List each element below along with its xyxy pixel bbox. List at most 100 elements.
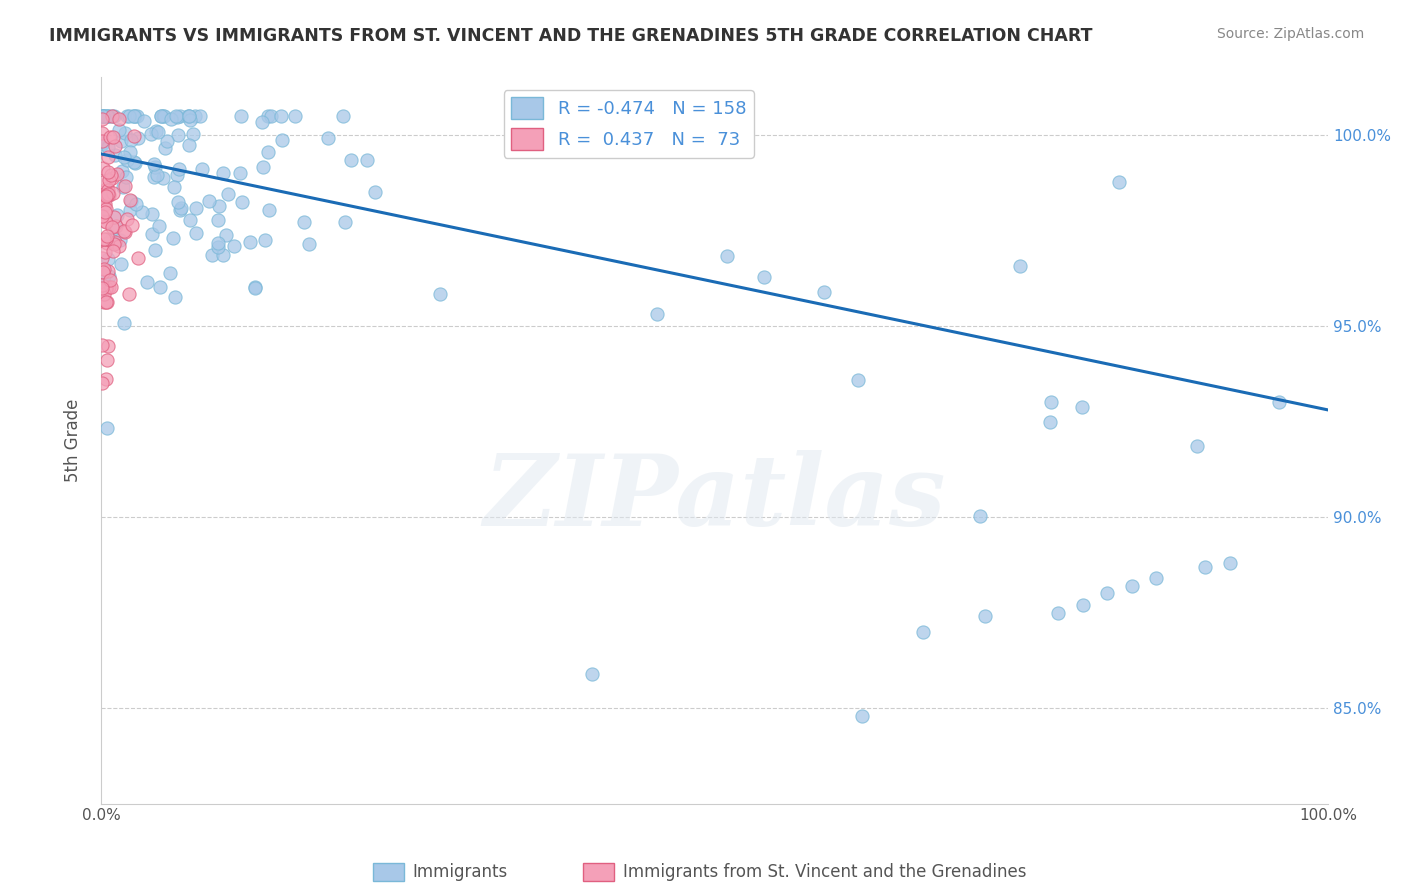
Point [207,212,229,227]
Point [973,609,995,624]
Point [145,124,167,138]
Point [96,109,118,123]
Point [91,186,114,200]
Point [122,155,145,169]
Point [179,213,201,227]
Point [103,237,125,252]
Point [149,109,172,123]
Point [114,179,136,194]
Point [96,228,118,243]
Point [104,139,127,153]
Point [91,265,114,279]
Point [93,109,115,123]
Point [105,209,128,223]
Point [167,195,190,210]
Point [97,188,120,202]
Point [115,153,138,168]
Point [97,339,120,353]
Point [91,134,114,148]
Point [91,209,114,223]
Point [271,133,294,147]
Point [91,338,114,352]
Point [108,112,131,127]
Point [165,109,187,123]
Point [101,130,124,145]
Point [167,128,190,143]
Point [98,273,121,287]
Point [121,109,143,123]
Point [104,219,127,234]
Point [103,210,125,224]
Point [108,239,131,253]
Point [114,169,136,184]
Point [429,286,451,301]
Point [93,232,115,246]
Point [1219,556,1241,570]
Point [259,203,281,218]
Point [91,278,114,293]
Point [169,109,191,123]
Point [91,109,114,123]
Point [1071,400,1094,414]
Point [198,194,221,208]
Point [94,109,117,123]
Point [110,134,132,148]
Point [127,251,149,265]
Point [97,164,120,178]
Point [101,170,124,185]
Point [169,203,191,218]
Point [104,148,127,162]
Point [93,197,115,211]
Point [124,155,146,169]
Point [104,219,127,234]
Point [163,290,186,304]
Point [139,128,162,142]
Point [1268,395,1291,409]
Point [100,280,122,294]
Point [96,352,118,367]
Point [96,235,118,250]
Point [103,186,125,200]
Point [176,109,198,123]
Point [91,210,114,224]
Point [270,109,292,123]
Point [122,109,145,123]
Point [97,140,120,154]
Point [186,201,208,215]
Point [143,157,166,171]
Point [257,109,280,123]
Point [127,131,149,145]
Point [148,125,170,139]
Point [97,183,120,197]
Point [96,109,118,123]
Point [217,186,239,201]
Point [851,708,873,723]
Point [190,109,212,123]
Point [97,109,120,123]
Point [118,145,141,159]
Point [112,316,135,330]
Point [94,244,117,259]
Point [162,231,184,245]
Point [166,168,188,182]
Point [215,227,238,242]
Point [181,127,204,141]
Point [167,162,190,177]
Text: Immigrants: Immigrants [412,863,508,881]
Point [91,109,114,123]
Point [340,153,363,168]
Point [98,173,121,187]
Point [132,114,155,128]
Legend: R = -0.474   N = 158, R =  0.437   N =  73: R = -0.474 N = 158, R = 0.437 N = 73 [503,90,754,158]
Point [105,168,128,182]
Point [1047,606,1070,620]
Point [152,170,174,185]
Point [292,215,315,229]
Point [141,227,163,241]
Point [93,269,115,284]
Point [245,281,267,295]
Point [179,113,201,128]
Point [1071,598,1094,612]
Text: Source: ZipAtlas.com: Source: ZipAtlas.com [1216,27,1364,41]
Point [156,135,179,149]
